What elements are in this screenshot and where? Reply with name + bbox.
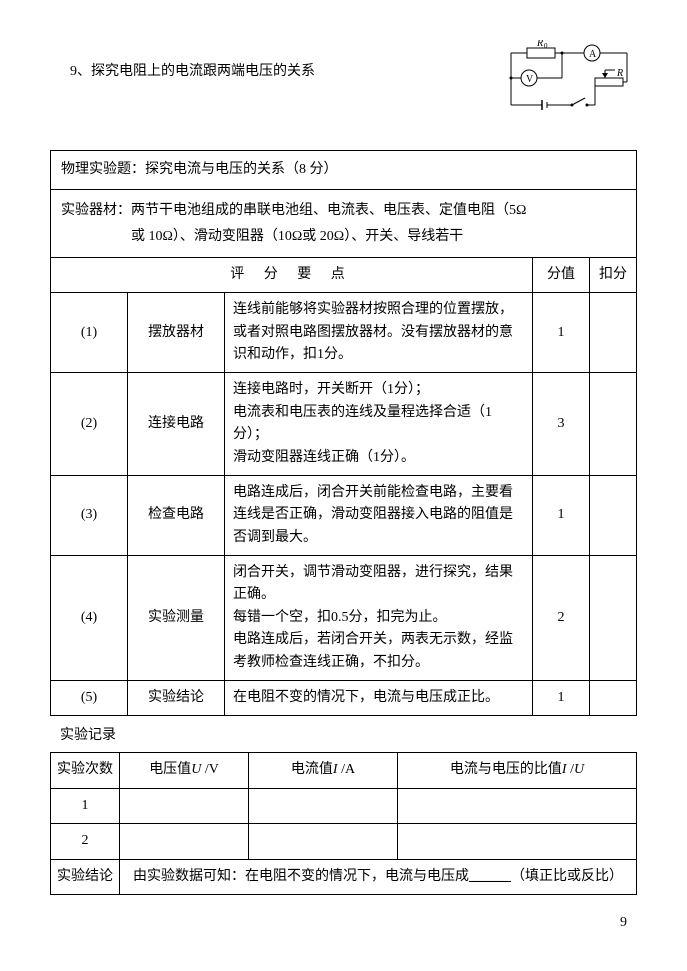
step-name: 实验测量	[128, 556, 225, 681]
voltage-cell	[120, 824, 249, 859]
voltage-cell	[120, 788, 249, 823]
current-cell	[249, 788, 398, 823]
header-row: 9、探究电阻上的电流跟两端电压的关系 R 0 A V R	[50, 40, 637, 120]
step-deduct	[590, 475, 637, 555]
current-header: 电流值I /A	[249, 753, 398, 788]
circuit-diagram: R 0 A V R	[497, 40, 637, 120]
conclusion-row: 实验结论 由实验数据可知：在电阻不变的情况下，电流与电压成______（填正比或…	[51, 859, 637, 894]
step-score: 1	[533, 293, 590, 373]
record-table: 实验次数 电压值U /V 电流值I /A 电流与电压的比值I /U 1 2 实验…	[50, 752, 637, 895]
step-desc: 电路连成后，闭合开关前能检查电路，主要看连线是否正确，滑动变阻器接入电路的阻值是…	[225, 475, 533, 555]
trial-header: 实验次数	[51, 753, 120, 788]
row-num: (5)	[51, 681, 128, 716]
trial-num: 1	[51, 788, 120, 823]
question-number: 9、	[70, 64, 91, 79]
deduct-header: 扣分	[590, 257, 637, 292]
step-deduct	[590, 681, 637, 716]
step-deduct	[590, 293, 637, 373]
table-row: (3) 检查电路 电路连成后，闭合开关前能检查电路，主要看连线是否正确，滑动变阻…	[51, 475, 637, 555]
conclusion-cell: 由实验数据可知：在电阻不变的情况下，电流与电压成______（填正比或反比）	[120, 859, 637, 894]
svg-text:V: V	[526, 74, 534, 85]
conclusion-blank: ______	[469, 869, 511, 884]
current-cell	[249, 824, 398, 859]
materials-cell: 实验器材：两节干电池组成的串联电池组、电流表、电压表、定值电阻（5Ω 或 10Ω…	[51, 190, 637, 257]
table-row: (5) 实验结论 在电阻不变的情况下，电流与电压成正比。 1	[51, 681, 637, 716]
svg-text:R: R	[536, 40, 543, 49]
step-name: 实验结论	[128, 681, 225, 716]
row-num: (3)	[51, 475, 128, 555]
main-scoring-table: 物理实验题：探究电流与电压的关系（8 分） 实验器材：两节干电池组成的串联电池组…	[50, 150, 637, 716]
record-row: 2	[51, 824, 637, 859]
step-name: 摆放器材	[128, 293, 225, 373]
step-name: 检查电路	[128, 475, 225, 555]
step-name: 连接电路	[128, 373, 225, 476]
question-title: 9、探究电阻上的电流跟两端电压的关系	[50, 40, 315, 80]
step-deduct	[590, 373, 637, 476]
step-desc: 在电阻不变的情况下，电流与电压成正比。	[225, 681, 533, 716]
voltage-header: 电压值U /V	[120, 753, 249, 788]
page-number: 9	[50, 915, 637, 931]
step-desc: 连线前能够将实验器材按照合理的位置摆放，或者对照电路图摆放器材。没有摆放器材的意…	[225, 293, 533, 373]
materials-label: 实验器材：	[61, 203, 131, 218]
conclusion-text2: （填正比或反比）	[511, 869, 623, 884]
trial-num: 2	[51, 824, 120, 859]
materials-line1: 两节干电池组成的串联电池组、电流表、电压表、定值电阻（5Ω	[131, 203, 526, 218]
row-num: (1)	[51, 293, 128, 373]
table-row: (1) 摆放器材 连线前能够将实验器材按照合理的位置摆放，或者对照电路图摆放器材…	[51, 293, 637, 373]
table-row: (2) 连接电路 连接电路时，开关断开（1分）；电流表和电压表的连线及量程选择合…	[51, 373, 637, 476]
score-header: 分值	[533, 257, 590, 292]
ratio-cell	[398, 788, 637, 823]
svg-text:0: 0	[544, 42, 548, 50]
table-row: (4) 实验测量 闭合开关，调节滑动变阻器，进行探究，结果正确。每错一个空，扣0…	[51, 556, 637, 681]
step-score: 3	[533, 373, 590, 476]
step-desc: 连接电路时，开关断开（1分）；电流表和电压表的连线及量程选择合适（1分）；滑动变…	[225, 373, 533, 476]
step-score: 2	[533, 556, 590, 681]
step-deduct	[590, 556, 637, 681]
step-score: 1	[533, 681, 590, 716]
ratio-header: 电流与电压的比值I /U	[398, 753, 637, 788]
ratio-cell	[398, 824, 637, 859]
record-row: 1	[51, 788, 637, 823]
conclusion-text1: 由实验数据可知：在电阻不变的情况下，电流与电压成	[133, 869, 469, 884]
step-score: 1	[533, 475, 590, 555]
conclusion-label: 实验结论	[51, 859, 120, 894]
step-desc: 闭合开关，调节滑动变阻器，进行探究，结果正确。每错一个空，扣0.5分，扣完为止。…	[225, 556, 533, 681]
svg-text:A: A	[589, 49, 597, 60]
record-label: 实验记录	[50, 724, 637, 744]
question-title-text: 探究电阻上的电流跟两端电压的关系	[91, 64, 315, 79]
row-num: (2)	[51, 373, 128, 476]
experiment-title-cell: 物理实验题：探究电流与电压的关系（8 分）	[51, 151, 637, 190]
row-num: (4)	[51, 556, 128, 681]
materials-line2: 或 10Ω）、滑动变阻器（10Ω或 20Ω）、开关、导线若干	[61, 224, 626, 249]
svg-text:R: R	[616, 68, 623, 79]
criteria-header: 评 分 要 点	[51, 257, 533, 292]
